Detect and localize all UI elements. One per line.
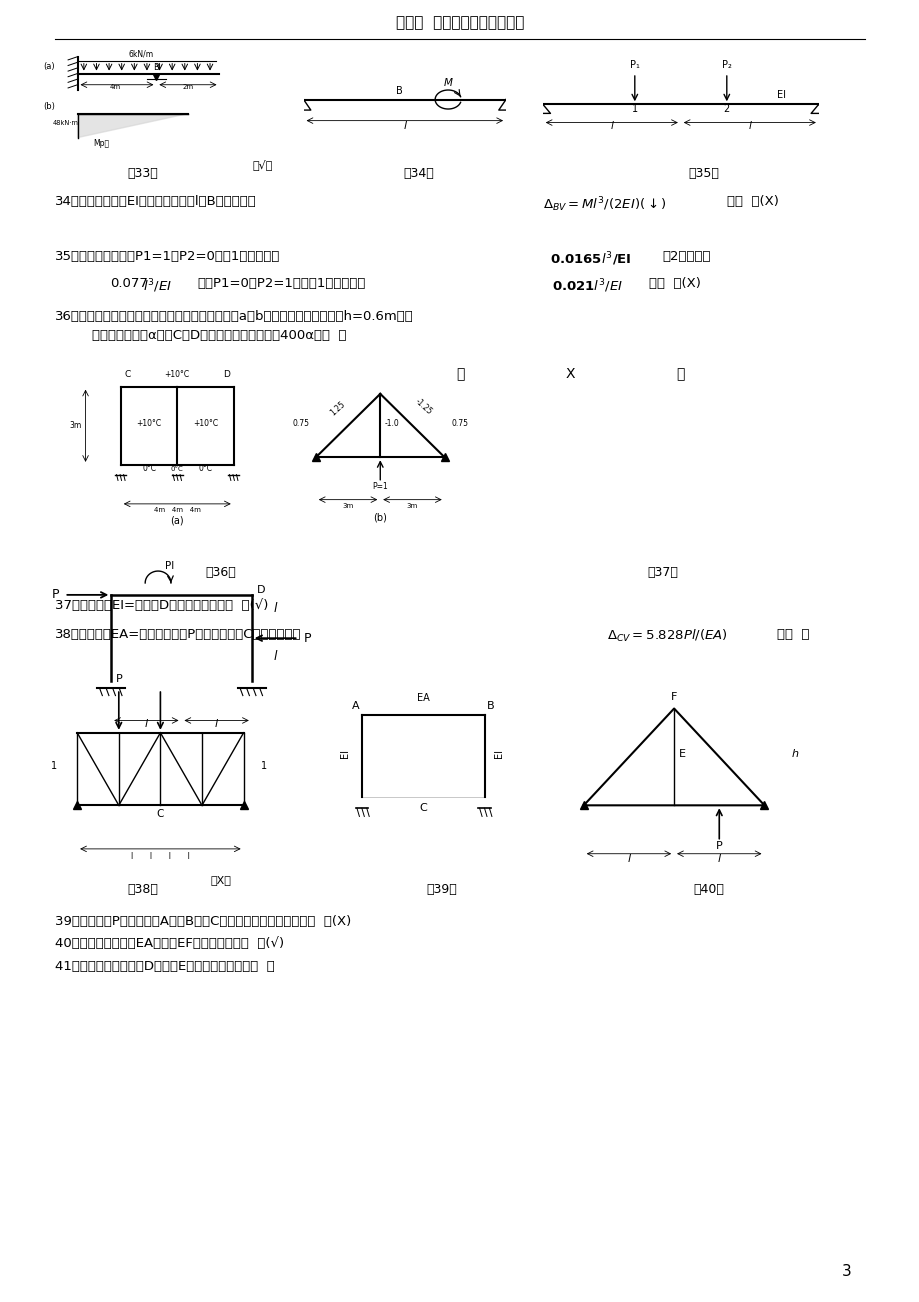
Text: 0°C: 0°C [171, 466, 184, 471]
Text: 37．图示结构EI=常数，D截面转角为零。（  ）(√): 37．图示结构EI=常数，D截面转角为零。（ ）(√) [55, 599, 268, 612]
Text: P₁: P₁ [630, 60, 639, 70]
Text: 。当P1=0，P2=1时，则1点的挠度为: 。当P1=0，P2=1时，则1点的挠度为 [198, 277, 366, 290]
Text: P₂: P₂ [721, 60, 731, 70]
Text: +10°C: +10°C [136, 419, 162, 428]
Text: l: l [609, 121, 613, 132]
Text: 40．图示桁架，各杆EA相同，EF杆将无转动。（  ）(√): 40．图示桁架，各杆EA相同，EF杆将无转动。（ ）(√) [55, 937, 284, 950]
Text: (b): (b) [373, 513, 387, 523]
Text: P: P [52, 589, 60, 602]
Text: 题38图: 题38图 [127, 883, 158, 896]
Text: P: P [715, 841, 721, 852]
Text: Mp图: Mp图 [93, 138, 109, 147]
Text: $\mathbf{0.0165}l^3\mathbf{/EI}$: $\mathbf{0.0165}l^3\mathbf{/EI}$ [550, 250, 631, 268]
Text: 题34图: 题34图 [403, 167, 434, 180]
Text: 3: 3 [841, 1263, 850, 1279]
Text: EI: EI [339, 749, 349, 758]
Text: +10°C: +10°C [193, 419, 218, 428]
Text: $\Delta_{CV}=5.828Pl/(EA)$: $\Delta_{CV}=5.828Pl/(EA)$ [607, 628, 727, 643]
Text: 。（  ）(X): 。（ ）(X) [726, 195, 777, 208]
Text: C: C [125, 370, 130, 379]
Text: l: l [215, 719, 218, 729]
Text: 2: 2 [723, 104, 729, 115]
Text: -1.25: -1.25 [413, 397, 433, 417]
Text: l: l [144, 719, 148, 729]
Text: EA: EA [416, 693, 429, 703]
Text: 2m: 2m [182, 83, 193, 90]
Text: l: l [403, 121, 406, 132]
Text: $\mathbf{0.021}l^3/EI$: $\mathbf{0.021}l^3/EI$ [551, 277, 622, 296]
Text: 41．图示桁架中，结点D与结点E的竖向位移相等。（  ）: 41．图示桁架中，结点D与结点E的竖向位移相等。（ ） [55, 960, 275, 973]
Text: (b): (b) [43, 102, 54, 111]
Text: B: B [153, 64, 159, 73]
Text: 3m: 3m [342, 503, 353, 509]
Text: EI: EI [494, 749, 504, 758]
Text: 0.077: 0.077 [110, 277, 148, 290]
Text: l: l [717, 854, 720, 865]
Text: 39．水平荷载P分别作用于A点和B点时C点产生的水平位移相同。（  ）(X): 39．水平荷载P分别作用于A点和B点时C点产生的水平位移相同。（ ）(X) [55, 915, 351, 928]
Text: B: B [486, 702, 494, 711]
Text: 35．图示简支梁，当P1=1，P2=0时，1点的挠度为: 35．图示简支梁，当P1=1，P2=0时，1点的挠度为 [55, 250, 280, 263]
Text: （√）: （√） [252, 159, 272, 169]
Text: 0.75: 0.75 [292, 418, 309, 427]
Text: P: P [115, 674, 122, 684]
Text: 36．结构的温度变化及单位荷载作用下的内力如图a，b所示，梁截面为矩形，h=0.6m，材: 36．结构的温度变化及单位荷载作用下的内力如图a，b所示，梁截面为矩形，h=0.… [55, 310, 414, 323]
Text: 题35图: 题35图 [687, 167, 719, 180]
Text: 6kN/m: 6kN/m [128, 49, 153, 59]
Text: E: E [678, 749, 685, 759]
Text: （X）: （X） [210, 875, 231, 885]
Text: 料线膨胀系数为α，则C，D两点的相对水平位移为400α。（  ）: 料线膨胀系数为α，则C，D两点的相对水平位移为400α。（ ） [92, 329, 346, 342]
Text: 。（  ）(X): 。（ ）(X) [648, 277, 699, 290]
Text: B: B [395, 86, 402, 96]
Text: P=1: P=1 [372, 482, 388, 491]
Text: 0°C: 0°C [199, 464, 212, 473]
Text: 。（  ）: 。（ ） [777, 628, 809, 641]
Text: C: C [419, 803, 426, 812]
Text: P: P [303, 631, 311, 644]
Text: 题39图: 题39图 [425, 883, 457, 896]
Text: 0.75: 0.75 [450, 418, 468, 427]
Text: D: D [223, 370, 230, 379]
Text: ，2点挠度为: ，2点挠度为 [662, 250, 710, 263]
Text: X: X [565, 367, 574, 381]
Text: 48kN·m: 48kN·m [52, 120, 78, 126]
Text: +10°C: +10°C [165, 370, 189, 379]
Text: C: C [156, 810, 164, 819]
Text: 38．图示桁架EA=常数，在荷载P作用下，结点C的竖向位移为: 38．图示桁架EA=常数，在荷载P作用下，结点C的竖向位移为 [55, 628, 301, 641]
Text: l       l       l       l: l l l l [130, 852, 189, 861]
Text: $l^3/EI$: $l^3/EI$ [142, 277, 172, 296]
Polygon shape [77, 113, 187, 138]
Text: 4m: 4m [109, 83, 120, 90]
Text: 4m   4m   4m: 4m 4m 4m [153, 506, 200, 513]
Text: l: l [747, 121, 751, 132]
Text: 题37图: 题37图 [646, 566, 677, 579]
Text: 34．图示悬臂梁，EI为常数，杆长为l，B点竖向位移: 34．图示悬臂梁，EI为常数，杆长为l，B点竖向位移 [55, 195, 256, 208]
Text: F: F [670, 693, 676, 702]
Text: 题40图: 题40图 [692, 883, 723, 896]
Text: 第三章  虚功原理和结构的位移: 第三章 虚功原理和结构的位移 [395, 14, 524, 30]
Text: 1: 1 [51, 762, 57, 771]
Text: M: M [443, 78, 452, 87]
Text: 0°C: 0°C [142, 464, 156, 473]
Text: 题33图: 题33图 [127, 167, 158, 180]
Text: D: D [256, 585, 265, 595]
Text: Pl: Pl [165, 561, 175, 570]
Text: A: A [352, 702, 359, 711]
Text: (a): (a) [43, 61, 54, 70]
Text: $\Delta_{BV} = Ml^3/(2EI)(\downarrow)$: $\Delta_{BV} = Ml^3/(2EI)(\downarrow)$ [542, 195, 666, 214]
Text: 1: 1 [261, 762, 267, 771]
Text: （: （ [455, 367, 464, 381]
Text: 题36图: 题36图 [205, 566, 236, 579]
Text: 3m: 3m [70, 422, 82, 430]
Text: (a): (a) [170, 516, 184, 526]
Text: 3m: 3m [406, 503, 417, 509]
Text: 1.25: 1.25 [328, 400, 346, 417]
Text: l: l [627, 854, 630, 865]
Text: 1: 1 [631, 104, 637, 115]
Text: ）: ） [675, 367, 685, 381]
Text: EI: EI [777, 90, 786, 100]
Text: l: l [273, 603, 277, 616]
Text: -1.0: -1.0 [384, 418, 399, 427]
Text: h: h [790, 749, 798, 759]
Text: l: l [273, 650, 277, 663]
